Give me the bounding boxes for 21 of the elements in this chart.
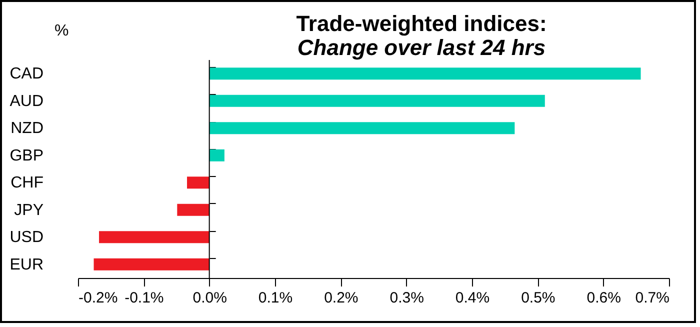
y-tick-label: NZD <box>10 120 44 138</box>
x-tick-label: 0.2% <box>324 290 358 306</box>
y-tick-label: EUR <box>10 256 44 274</box>
x-tick-label: 0.7% <box>635 290 670 306</box>
y-tick-label: CHF <box>10 174 44 192</box>
y-tick-label: JPY <box>14 202 44 219</box>
x-tick-label: -0.2% <box>78 290 118 306</box>
y-tick-label: USD <box>10 229 44 246</box>
x-tick-label: -0.1% <box>124 290 164 306</box>
x-tick-label: 0.5% <box>521 290 556 306</box>
y-tick-label: CAD <box>10 66 44 83</box>
y-axis-title: % <box>54 22 69 40</box>
chart-subtitle: Change over last 24 hrs <box>297 35 546 60</box>
chart-title: Trade-weighted indices: <box>296 11 547 36</box>
y-tick-label: GBP <box>10 147 44 164</box>
x-tick-label: 0.0% <box>192 290 227 306</box>
x-tick-label: 0.6% <box>586 290 621 306</box>
x-tick-label: 0.3% <box>390 290 424 306</box>
x-tick-label: 0.4% <box>455 290 490 306</box>
y-tick-label: AUD <box>10 92 44 110</box>
x-tick-label: 0.1% <box>258 290 293 306</box>
